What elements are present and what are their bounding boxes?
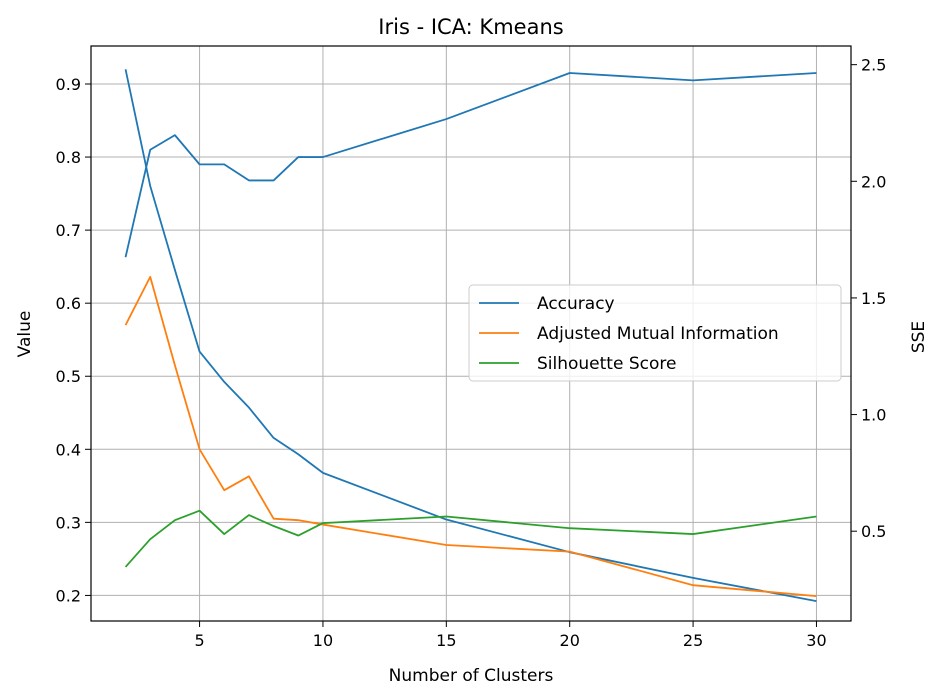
plot-lines <box>124 69 817 603</box>
series-line-accuracy <box>124 72 817 258</box>
x-tick-label: 10 <box>313 631 333 650</box>
y2-tick-label: 1.0 <box>861 406 886 425</box>
y2-axis-label: SSE <box>909 321 929 353</box>
x-tick-label: 30 <box>806 631 826 650</box>
series-line-adjusted-mutual-information <box>124 275 817 598</box>
chart-title: Iris - ICA: Kmeans <box>378 15 563 39</box>
x-tick-label: 15 <box>436 631 456 650</box>
y-tick-label: 0.7 <box>56 221 81 240</box>
y-tick-label: 0.3 <box>56 513 81 532</box>
legend-label: Silhouette Score <box>537 354 676 374</box>
plot-frame <box>90 45 852 622</box>
legend-label: Accuracy <box>537 294 615 314</box>
y2-tick-label: 0.5 <box>861 522 886 541</box>
x-axis-label: Number of Clusters <box>389 666 554 686</box>
series-line-silhouette-score <box>124 509 817 568</box>
y2-tick-label: 2.0 <box>861 172 886 191</box>
x-tick-label: 25 <box>683 631 703 650</box>
x-tick-label: 20 <box>560 631 580 650</box>
legend-box <box>468 284 842 382</box>
y-axis-label: Value <box>15 311 35 358</box>
y-tick-label: 0.4 <box>56 440 81 459</box>
y-tick-label: 0.5 <box>56 367 81 386</box>
x-tick-label: 5 <box>194 631 204 650</box>
axes: 5 10 15 20 25 30 0.2 0.3 0.4 0.5 0.6 0.7 0.8 0.9 0.5 1.… <box>56 56 887 650</box>
y-tick-label: 0.6 <box>56 294 81 313</box>
y2-tick-label: 1.5 <box>861 289 886 308</box>
y-tick-label: 0.2 <box>56 586 81 605</box>
legend-label: Adjusted Mutual Information <box>537 324 779 344</box>
y-tick-label: 0.9 <box>56 75 81 94</box>
y2-tick-label: 2.5 <box>861 56 886 75</box>
y-tick-label: 0.8 <box>56 148 81 167</box>
legend: Accuracy Adjusted Mutual Information Silho… <box>468 284 842 382</box>
